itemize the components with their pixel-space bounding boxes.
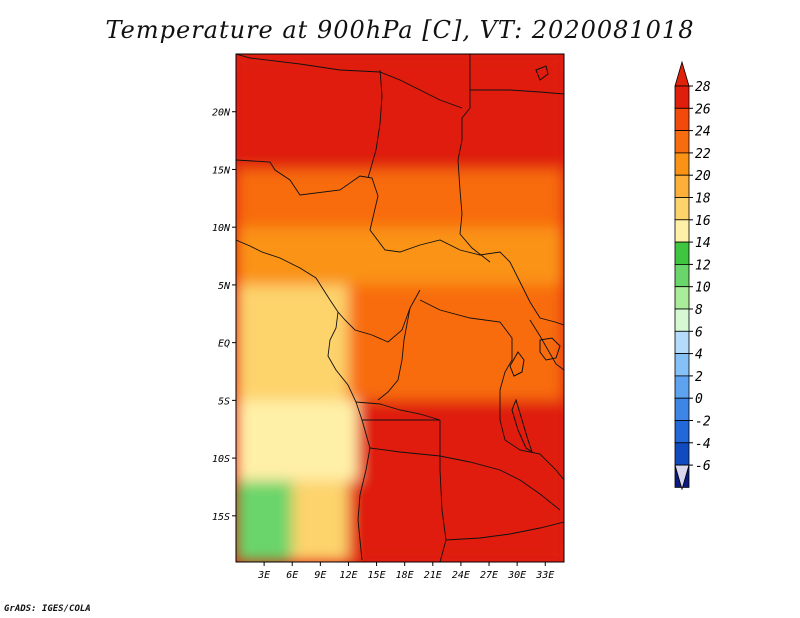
colorbar-label: 4 [695,348,703,363]
y-tick-label: 5N [218,281,231,292]
colorbar-swatch [674,152,690,176]
x-axis-ticks: 3E 6E 9E 12E 15E 18E 21E 24E 27E 30E 33E [257,562,554,581]
colorbar-label: 16 [695,214,711,229]
colorbar-swatch [674,130,690,154]
x-tick-label: 33E [535,570,554,581]
colorbar-label: -4 [695,437,711,452]
colorbar-label: 2 [695,370,703,385]
temperature-region [236,481,293,562]
x-tick-label: 15E [368,570,386,581]
y-tick-label: 15N [212,165,231,176]
colorbar-over-arrow [674,60,690,87]
chart-title: Temperature at 900hPa [C], VT: 202008101… [105,16,695,44]
x-tick-label: 9E [314,570,326,581]
colorbar-swatch [674,353,690,377]
colorbar-swatch [674,85,690,109]
colorbar-swatch [674,330,690,354]
y-tick-label: 15S [212,512,230,523]
y-axis-ticks: 20N 15N 10N 5N EQ 5S 10S 15S [212,108,236,523]
x-tick-label: 30E [507,570,526,581]
temperature-field [236,54,564,562]
grads-credit: GrADS: IGES/COLA [4,604,91,614]
colorbar-label: 28 [695,80,711,95]
colorbar-label: 24 [695,125,711,140]
colorbar-label: 6 [695,325,703,340]
temperature-region [348,284,564,401]
temperature-region [236,400,358,482]
colorbar-under-arrow [674,464,690,491]
temperature-region [357,400,564,482]
temperature-region [348,481,564,562]
colorbar-swatch [674,174,690,198]
x-tick-label: 24E [452,570,470,581]
colorbar-label: 18 [695,192,711,207]
map-frame [235,53,565,563]
colorbar-label: 20 [695,169,711,184]
colorbar-swatch [674,107,690,132]
colorbar-swatch [674,197,690,221]
colorbar-swatch [674,263,690,288]
colorbar-label: 8 [695,303,703,318]
y-tick-label: 20N [212,108,231,119]
lakes [509,65,561,454]
colorbar-swatch [674,420,690,444]
colorbar-label: 26 [695,102,711,117]
temperature-region [236,169,564,228]
colorbar-label: 14 [695,236,711,251]
x-tick-label: 18E [396,570,414,581]
x-tick-label: 27E [480,570,498,581]
colorbar-label: 10 [695,281,711,296]
y-tick-label: 10S [212,454,230,465]
colorbar-swatch [674,219,690,243]
colorbar-swatch [674,286,690,310]
x-tick-label: 12E [339,570,357,581]
colorbar-label: 22 [695,147,711,162]
colorbar-swatch [674,375,690,399]
colorbar-label: -6 [695,459,711,474]
colorbar-label: -2 [695,415,711,430]
colorbar-label: 12 [695,258,711,273]
colorbar-swatch [674,442,690,466]
x-tick-label: 6E [286,570,298,581]
x-tick-label: 3E [257,570,270,581]
country-borders [236,54,564,562]
x-tick-label: 21E [424,570,442,581]
colorbar-swatch [674,308,690,332]
temperature-region [236,227,564,285]
colorbar-swatch [674,397,690,421]
y-tick-label: EQ [218,339,230,350]
temperature-region [236,54,564,170]
map-area [236,54,564,562]
colorbar-label: 0 [695,392,703,407]
temperature-region [292,481,349,562]
colorbar-swatch [674,241,690,265]
y-tick-label: 5S [218,396,230,407]
y-tick-label: 10N [212,223,231,234]
